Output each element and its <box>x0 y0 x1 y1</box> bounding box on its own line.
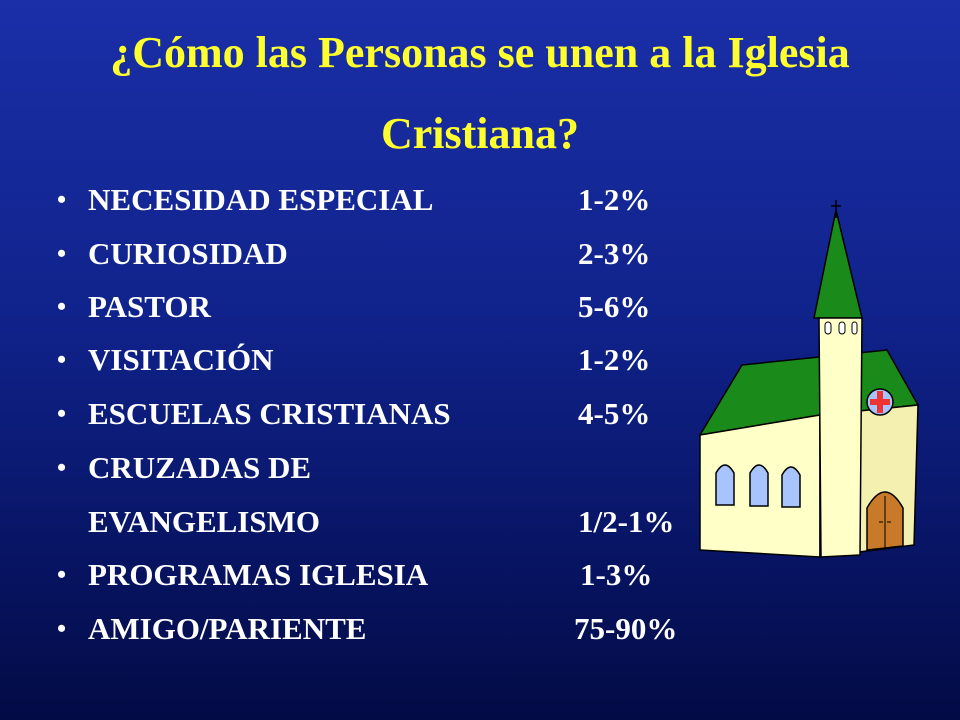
item-label: AMIGO/PARIENTE <box>88 611 367 646</box>
item-label: EVANGELISMO <box>88 504 320 539</box>
item-label: ESCUELAS CRISTIANAS <box>88 396 451 431</box>
church-window <box>749 464 769 507</box>
item-label: CRUZADAS DE <box>88 450 312 485</box>
bullet-icon: • <box>57 560 67 589</box>
church-window <box>715 464 735 506</box>
bullet-icon: • <box>57 345 67 374</box>
item-label: VISITACIÓN <box>88 342 274 377</box>
item-value: 4-5% <box>578 396 651 431</box>
bullet-icon: • <box>57 185 67 214</box>
item-value: 75-90% <box>574 611 678 646</box>
item-value: 1-2% <box>578 182 651 217</box>
item-value: 1-3% <box>580 557 653 592</box>
bullet-icon: • <box>57 453 67 482</box>
item-label: PROGRAMAS IGLESIA <box>88 557 429 592</box>
slide-title-line-1: ¿Cómo las Personas se unen a la Iglesia <box>110 28 850 77</box>
item-label: NECESIDAD ESPECIAL <box>88 182 434 217</box>
item-label: CURIOSIDAD <box>88 236 288 271</box>
item-value: 5-6% <box>578 289 651 324</box>
item-value: 1/2-1% <box>578 504 675 539</box>
slide-title-line-2: Cristiana? <box>381 109 579 158</box>
church-icon <box>698 200 920 558</box>
bullet-icon: • <box>57 399 67 428</box>
bullet-icon: • <box>57 292 67 321</box>
item-label: PASTOR <box>88 289 211 324</box>
item-value: 2-3% <box>578 236 651 271</box>
steeple-tower <box>818 317 863 558</box>
steeple-spire <box>813 209 863 319</box>
bullet-icon: • <box>57 239 67 268</box>
church-window <box>781 466 801 508</box>
item-value: 1-2% <box>578 342 651 377</box>
bullet-icon: • <box>57 614 67 643</box>
